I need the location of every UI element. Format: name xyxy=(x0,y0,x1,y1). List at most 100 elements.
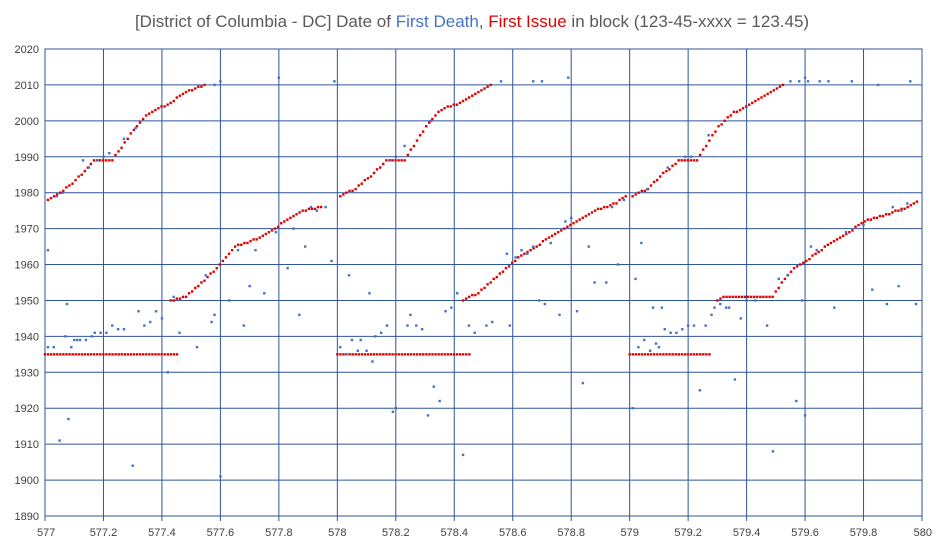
first-issue-point xyxy=(360,182,363,185)
first-issue-point xyxy=(778,85,782,88)
first-issue-point xyxy=(111,159,114,162)
y-tick-label: 2010 xyxy=(15,80,39,92)
first-issue-point xyxy=(535,245,538,248)
first-death-point xyxy=(663,328,666,331)
first-issue-point xyxy=(431,353,434,356)
first-issue-point xyxy=(640,189,643,193)
first-issue-point xyxy=(403,159,406,162)
first-issue-point xyxy=(483,87,486,90)
first-issue-point xyxy=(510,261,514,264)
first-issue-point xyxy=(89,162,93,166)
first-issue-point xyxy=(743,295,747,299)
first-death-point xyxy=(263,292,266,295)
first-death-point xyxy=(567,76,570,79)
first-issue-point xyxy=(190,89,194,92)
first-death-point xyxy=(549,241,552,245)
first-issue-point xyxy=(184,295,188,299)
first-issue-point xyxy=(578,218,581,221)
first-issue-point xyxy=(538,243,541,246)
first-issue-point xyxy=(126,137,129,141)
first-issue-point xyxy=(270,229,274,232)
first-issue-point xyxy=(227,252,231,255)
first-issue-point xyxy=(563,227,566,230)
first-issue-point xyxy=(772,89,775,92)
first-issue-point xyxy=(729,114,733,117)
first-issue-point xyxy=(123,353,127,356)
first-issue-point xyxy=(99,353,102,356)
first-issue-point xyxy=(218,263,222,266)
first-issue-point xyxy=(313,207,317,211)
first-issue-point xyxy=(566,225,569,229)
first-issue-point xyxy=(360,353,364,356)
first-issue-point xyxy=(385,353,388,356)
y-tick-label: 2000 xyxy=(15,116,39,128)
first-issue-point xyxy=(717,125,720,128)
first-issue-point xyxy=(590,211,594,214)
first-issue-point xyxy=(723,119,726,123)
first-issue-point xyxy=(838,236,842,239)
x-tick-label: 580 xyxy=(914,527,932,539)
y-tick-label: 1930 xyxy=(15,367,39,379)
first-issue-point xyxy=(467,96,471,99)
first-issue-point xyxy=(319,205,323,209)
first-death-point xyxy=(514,256,517,259)
chart-title: [District of Columbia - DC] Date of Firs… xyxy=(135,12,809,31)
first-issue-point xyxy=(777,286,780,290)
first-issue-point xyxy=(224,256,228,259)
first-issue-point xyxy=(391,353,394,356)
first-death-point xyxy=(754,299,757,302)
first-death-point xyxy=(172,295,175,299)
first-issue-point xyxy=(394,353,397,356)
first-death-point xyxy=(771,450,775,453)
first-issue-point xyxy=(734,295,737,299)
first-issue-point xyxy=(699,353,702,356)
first-issue-point xyxy=(166,103,169,106)
first-issue-point xyxy=(869,218,873,221)
first-issue-point xyxy=(388,353,391,356)
first-issue-point xyxy=(835,238,839,241)
first-issue-point xyxy=(547,236,551,239)
first-issue-point xyxy=(863,220,866,223)
first-death-point xyxy=(406,324,409,327)
first-issue-point xyxy=(486,283,489,286)
x-tick-label: 577.2 xyxy=(90,527,118,539)
first-issue-point xyxy=(881,214,885,218)
first-issue-point xyxy=(437,353,440,356)
first-issue-point xyxy=(129,353,133,356)
first-death-point xyxy=(333,80,336,83)
first-death-point xyxy=(90,335,93,338)
first-issue-point xyxy=(746,295,750,299)
first-issue-point xyxy=(501,270,505,273)
first-death-point xyxy=(46,345,50,349)
first-death-point xyxy=(862,223,865,227)
first-issue-point xyxy=(80,173,83,176)
first-death-point xyxy=(429,119,433,123)
first-issue-point xyxy=(400,353,403,356)
first-death-point xyxy=(394,155,397,158)
first-issue-point xyxy=(569,223,572,227)
first-issue-point xyxy=(609,204,612,207)
first-issue-point xyxy=(163,353,166,356)
first-issue-point xyxy=(172,353,176,356)
first-issue-point xyxy=(646,353,650,356)
first-issue-point xyxy=(86,353,90,356)
first-death-point xyxy=(558,313,561,317)
first-issue-point xyxy=(492,277,495,281)
y-tick-label: 1910 xyxy=(15,439,39,451)
first-death-point xyxy=(87,166,91,169)
first-issue-point xyxy=(163,105,166,108)
first-issue-point xyxy=(175,353,179,356)
first-issue-point xyxy=(135,125,139,128)
first-issue-point xyxy=(237,243,240,246)
first-issue-point xyxy=(255,238,258,241)
first-issue-point xyxy=(808,257,811,261)
y-tick-label: 1970 xyxy=(15,224,39,236)
first-issue-point xyxy=(668,168,671,171)
first-issue-point xyxy=(178,94,182,97)
first-issue-point xyxy=(108,353,111,356)
first-issue-point xyxy=(731,295,734,299)
first-issue-point xyxy=(249,239,252,243)
first-issue-point xyxy=(194,87,197,90)
first-issue-point xyxy=(59,353,62,356)
x-tick-label: 577.4 xyxy=(148,527,176,539)
